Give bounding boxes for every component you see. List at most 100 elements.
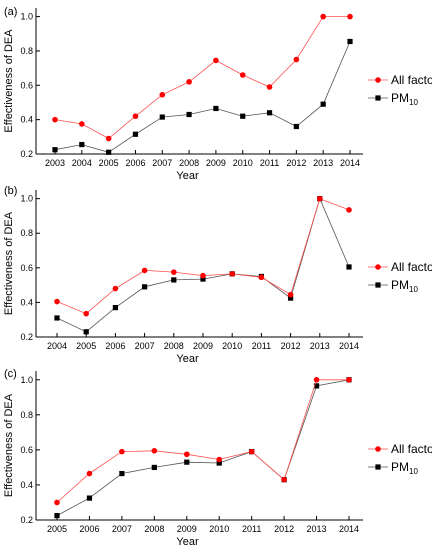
data-point [320, 13, 326, 20]
y-tick-label: 0.2 [20, 332, 33, 342]
x-tick-label: 2005 [47, 524, 67, 534]
x-tick-label: 2008 [144, 524, 164, 534]
x-tick-label: 2010 [222, 341, 242, 351]
data-point [239, 72, 246, 78]
x-tick-label: 2013 [307, 524, 327, 534]
data-point [266, 84, 273, 90]
legend-label: PM10 [391, 278, 418, 294]
x-tick-label: 2014 [339, 341, 359, 351]
x-tick-label: 2004 [47, 341, 67, 351]
data-point [86, 470, 93, 477]
y-axis-title: Effectiveness of DEA [3, 211, 15, 315]
series-line [56, 198, 350, 315]
data-point [293, 123, 299, 130]
data-point [200, 276, 206, 282]
series-pm10 [54, 196, 352, 335]
y-tick-label: 0.2 [20, 515, 33, 525]
data-point [183, 451, 190, 458]
data-point [229, 271, 235, 277]
y-tick-label: 0.6 [20, 263, 33, 273]
x-tick-label: 2012 [286, 158, 306, 168]
x-tick-label: 2006 [125, 158, 145, 168]
x-tick-label: 2012 [274, 524, 294, 534]
y-axis-title: Effectiveness of DEA [3, 29, 15, 133]
data-point [258, 274, 265, 281]
legend: All factors PM10 [368, 73, 432, 107]
x-tick-label: 2011 [252, 341, 271, 351]
data-point [320, 101, 326, 107]
series-line [54, 41, 351, 153]
legend-label: All factors [391, 442, 432, 456]
data-point [105, 135, 112, 142]
data-point [79, 141, 85, 148]
x-tick-label: 2013 [310, 341, 330, 351]
y-tick-label: 0.8 [20, 46, 33, 56]
legend-marker [375, 264, 381, 270]
data-point [288, 295, 294, 301]
data-point [132, 113, 139, 120]
data-point [346, 264, 352, 270]
y-tick-label: 0.4 [20, 297, 33, 307]
legend: All factors PM10 [368, 260, 432, 294]
data-point [186, 111, 192, 118]
series-line [56, 197, 350, 333]
legend-label: All factors [391, 260, 432, 274]
data-point [79, 121, 85, 127]
x-tick-label: 2003 [45, 158, 65, 168]
data-point [159, 91, 166, 98]
series-line [56, 379, 350, 516]
data-point [317, 195, 323, 202]
data-point [266, 110, 273, 116]
x-tick-label: 2007 [135, 341, 155, 351]
legend: All factors PM10 [368, 442, 432, 476]
x-tick-label: 2005 [99, 158, 119, 168]
data-point [287, 291, 294, 298]
legend-marker [375, 282, 381, 288]
panel-label: (c) [4, 368, 17, 380]
data-point [216, 460, 222, 466]
x-tick-label: 2008 [164, 341, 184, 351]
legend-label: All factors [391, 73, 432, 87]
data-point [119, 448, 125, 455]
data-point [184, 459, 190, 465]
y-tick-label: 0.2 [20, 149, 33, 159]
data-point [313, 383, 320, 389]
series-pm10 [52, 38, 353, 155]
data-point [112, 285, 119, 292]
data-point [54, 298, 60, 305]
data-point [186, 79, 192, 85]
data-point [213, 57, 219, 64]
data-point [86, 495, 93, 501]
data-point [346, 207, 352, 213]
series-line [56, 379, 349, 503]
data-point [346, 376, 352, 383]
legend-marker [375, 95, 381, 101]
y-tick-label: 1.0 [20, 375, 33, 385]
series-pm10 [54, 377, 352, 519]
data-point [54, 499, 60, 506]
data-point [171, 277, 177, 283]
x-tick-label: 2010 [209, 524, 229, 534]
x-tick-label: 2007 [152, 158, 172, 168]
y-tick-label: 0.8 [20, 410, 33, 420]
data-point [248, 448, 255, 455]
x-tick-label: 2011 [260, 158, 279, 168]
series-all-factors [54, 195, 352, 317]
x-axis-title: Year [176, 536, 199, 548]
legend-label-subscript: 10 [409, 285, 418, 294]
data-point [112, 305, 118, 311]
x-tick-label: 2014 [340, 158, 360, 168]
x-tick-label: 2009 [206, 158, 226, 168]
series-line [54, 16, 350, 139]
data-point [106, 149, 112, 155]
data-point [240, 113, 246, 119]
data-point [151, 447, 158, 454]
x-tick-label: 2007 [112, 524, 132, 534]
data-point [54, 315, 60, 321]
legend-label-subscript: 10 [409, 467, 418, 476]
x-tick-label: 2006 [79, 524, 99, 534]
x-tick-label: 2013 [313, 158, 333, 168]
data-point [347, 38, 353, 45]
y-tick-label: 0.6 [20, 80, 33, 90]
